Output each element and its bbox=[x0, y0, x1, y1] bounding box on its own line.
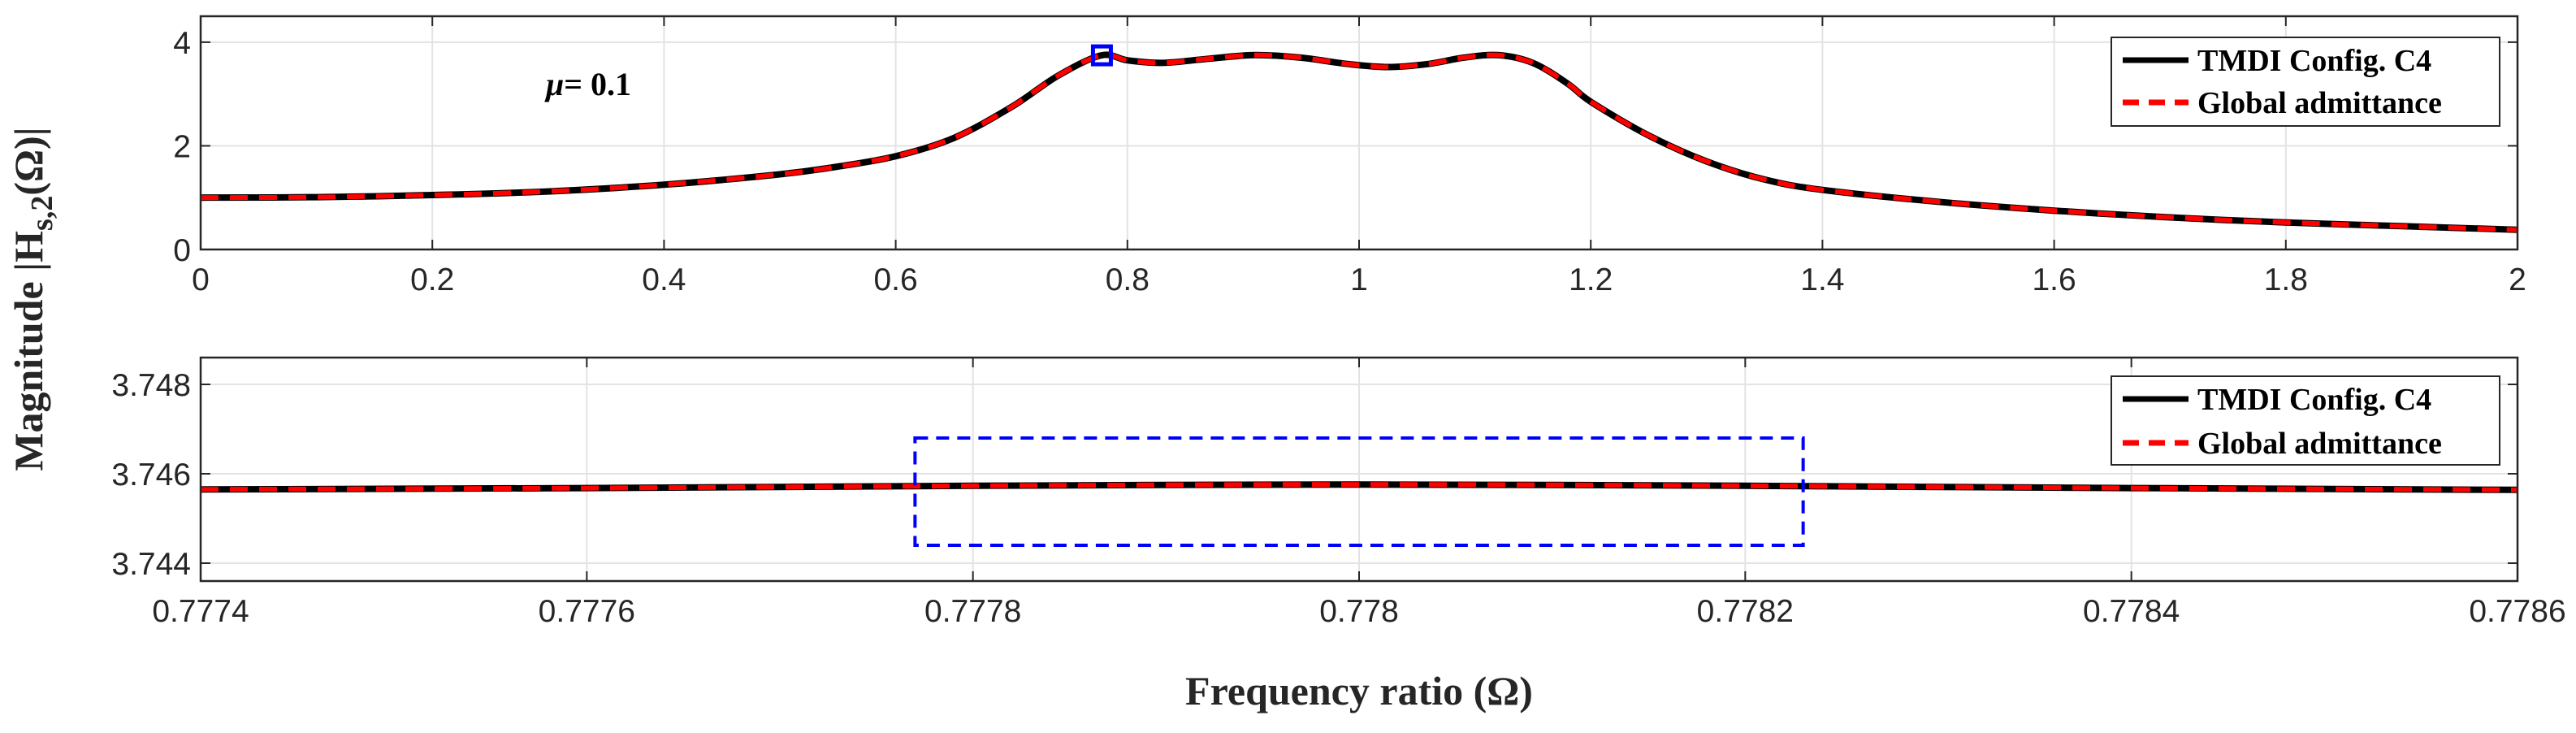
top-x-tick-label: 0 bbox=[192, 262, 210, 297]
top-legend: TMDI Config. C4 Global admittance bbox=[2111, 37, 2500, 127]
top-x-tick-label: 0.6 bbox=[873, 262, 917, 297]
top-x-tick-label: 0.4 bbox=[642, 262, 686, 297]
bottom-x-tick-label: 0.7786 bbox=[2469, 594, 2565, 629]
top-x-tick-label: 1.4 bbox=[1800, 262, 1844, 297]
y-axis-label-main: Magnitude |H bbox=[6, 231, 51, 471]
y-axis-label-tail: (Ω)| bbox=[6, 127, 51, 195]
bottom-x-tick-label: 0.7784 bbox=[2083, 594, 2180, 629]
bottom-series-global-admittance-line bbox=[200, 482, 2518, 492]
top-x-tick-label: 1.6 bbox=[2032, 262, 2076, 297]
bottom-x-tick-label: 0.778 bbox=[1319, 594, 1399, 629]
y-axis-label-subscript: s,2 bbox=[25, 196, 59, 231]
bottom-legend-label-global: Global admittance bbox=[2197, 427, 2442, 461]
top-y-tick-label: 2 bbox=[173, 129, 191, 164]
mu-symbol: μ bbox=[544, 66, 564, 102]
peak-marker-square bbox=[1090, 44, 1113, 67]
mu-annotation: μ= 0.1 bbox=[544, 66, 631, 102]
bottom-axes-frame bbox=[199, 356, 2519, 583]
bottom-legend-box bbox=[2111, 375, 2500, 466]
bottom-legend-label-tmdi: TMDI Config. C4 bbox=[2197, 383, 2431, 417]
bottom-x-tick-label: 0.7778 bbox=[924, 594, 1021, 629]
top-legend-label-tmdi: TMDI Config. C4 bbox=[2197, 44, 2431, 78]
top-axes-frame bbox=[199, 15, 2519, 251]
bottom-x-tick-label: 0.7774 bbox=[152, 594, 249, 629]
top-legend-label-global: Global admittance bbox=[2197, 86, 2442, 120]
top-x-tick-label: 0.2 bbox=[410, 262, 454, 297]
top-series bbox=[200, 44, 2518, 233]
top-y-tick-label: 4 bbox=[173, 26, 191, 61]
bottom-y-tick-label: 3.746 bbox=[111, 458, 191, 492]
top-x-tick-label: 2 bbox=[2509, 262, 2526, 297]
top-x-tick-label: 1.2 bbox=[1569, 262, 1613, 297]
bottom-y-tick-label: 3.744 bbox=[111, 547, 191, 582]
top-x-tick-label: 1 bbox=[1350, 262, 1368, 297]
x-axis-label: Frequency ratio (Ω) bbox=[1185, 668, 1533, 713]
bottom-tick-labels: 0.7774 0.7776 0.7778 0.778 0.7782 0.7784 0.778… bbox=[111, 358, 2566, 629]
top-x-tick-label: 0.8 bbox=[1106, 262, 1149, 297]
top-x-tick-label: 1.8 bbox=[2264, 262, 2308, 297]
bottom-legend: TMDI Config. C4 Global admittance bbox=[2111, 375, 2500, 466]
bottom-x-tick-label: 0.7776 bbox=[539, 594, 635, 629]
top-y-tick-label: 0 bbox=[173, 233, 191, 268]
top-legend-box bbox=[2111, 37, 2500, 127]
top-tick-labels: 0 0.2 0.4 0.6 0.8 1 1.2 1.4 1.6 1.8 2 0 2 4 bbox=[173, 16, 2526, 297]
top-panel: 0 0.2 0.4 0.6 0.8 1 1.2 1.4 1.6 1.8 2 0 2 4 μ= 0.1 TM… bbox=[173, 15, 2526, 297]
bottom-y-tick-label: 3.748 bbox=[111, 368, 191, 403]
zoom-region-box bbox=[913, 436, 1805, 547]
bottom-series bbox=[200, 436, 2518, 547]
top-series-global-admittance-line bbox=[200, 52, 2518, 232]
bottom-panel: 0.7774 0.7776 0.7778 0.778 0.7782 0.7784 0.778… bbox=[111, 356, 2566, 629]
y-axis-label: Magnitude |Hs,2(Ω)| bbox=[6, 127, 59, 471]
mu-value: = 0.1 bbox=[564, 66, 631, 102]
bottom-x-tick-label: 0.7782 bbox=[1697, 594, 1794, 629]
